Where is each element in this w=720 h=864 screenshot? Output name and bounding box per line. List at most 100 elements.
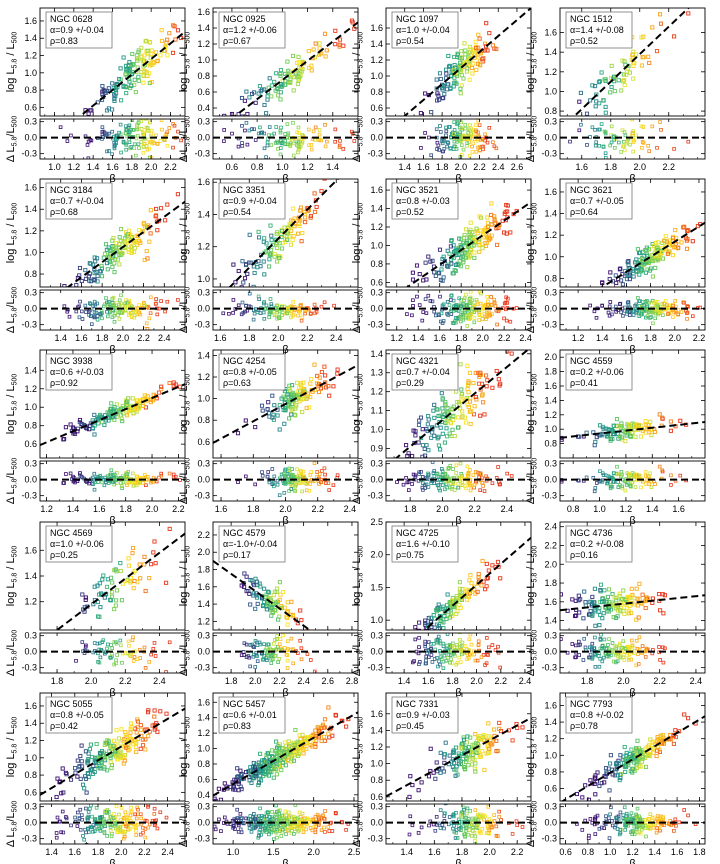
y-axis-label: log L5.8 / L500 (178, 374, 192, 435)
data-point (126, 68, 131, 73)
scatter-points (235, 362, 340, 436)
y-tick-label: 0.8 (544, 273, 557, 283)
residual-point (303, 311, 307, 316)
x-tick-label: 1.6 (214, 333, 227, 343)
data-point (253, 100, 258, 105)
residual-point (145, 475, 150, 479)
data-point (277, 241, 282, 246)
residual-point (468, 468, 472, 472)
residual-point (100, 132, 105, 137)
data-point (449, 238, 454, 244)
residual-point (471, 141, 475, 146)
residual-point (144, 321, 149, 326)
data-point (451, 68, 456, 73)
galaxy-name: NGC 4569 (50, 528, 93, 538)
rho-value: ρ=0.52 (570, 36, 598, 46)
residual-point (274, 637, 279, 641)
residual-point (669, 473, 673, 478)
data-point (407, 473, 410, 476)
data-point (90, 291, 93, 294)
residual-point (620, 486, 625, 491)
data-point (159, 387, 164, 392)
residual-point (447, 115, 450, 118)
data-point (279, 228, 285, 233)
residual-point (426, 485, 431, 489)
data-point (86, 111, 91, 116)
residual-point (420, 318, 425, 323)
data-point (410, 291, 413, 294)
residual-point (492, 297, 496, 302)
residual-point (117, 130, 121, 135)
residual-point (332, 303, 336, 308)
data-point (337, 37, 343, 42)
residual-point (605, 480, 610, 485)
data-point (100, 577, 105, 582)
galaxy-name: NGC 3521 (396, 185, 439, 195)
y-tick-label: 1.0 (544, 424, 557, 434)
data-point (112, 98, 117, 103)
data-point (601, 426, 606, 431)
residual-point (279, 472, 284, 477)
residual-point (98, 655, 103, 660)
residual-y-tick-label: 0.0 (370, 133, 383, 143)
data-point (470, 71, 475, 76)
data-point (239, 114, 245, 116)
data-point (297, 223, 302, 228)
data-point (438, 76, 443, 82)
residual-point (472, 320, 477, 325)
residual-point (255, 659, 260, 663)
data-point (83, 268, 88, 273)
data-point (143, 588, 148, 594)
residual-point (679, 310, 684, 314)
data-point (435, 436, 440, 441)
data-point (129, 63, 134, 68)
residual-y-tick-label: -0.3 (194, 320, 210, 330)
data-point (448, 244, 453, 249)
data-point (468, 421, 473, 427)
residual-point (286, 307, 290, 311)
residual-point (445, 311, 449, 316)
residual-point (248, 643, 253, 647)
data-point (307, 65, 312, 70)
data-point (553, 128, 556, 131)
data-point (159, 38, 165, 43)
residual-point (119, 293, 123, 298)
data-point (434, 77, 439, 82)
residual-point (462, 298, 466, 303)
residual-point (300, 489, 304, 494)
data-point (112, 607, 117, 612)
data-point (70, 425, 76, 430)
residual-point (164, 670, 168, 673)
y-tick-label: 1.2 (24, 597, 37, 607)
data-point (256, 91, 261, 96)
residual-point (141, 145, 146, 149)
residual-point (427, 135, 431, 140)
panel-ngc-4254: 1.6 1.8 2.0 2.2 2.40.60.81.01.21.4-0.30.00.3… (178, 349, 359, 527)
data-point (104, 261, 110, 266)
data-point (638, 250, 643, 255)
residual-point (598, 478, 603, 483)
data-point (484, 384, 489, 389)
residual-point (454, 131, 458, 136)
residual-point (135, 127, 140, 132)
residual-point (441, 302, 446, 307)
data-point (132, 246, 137, 251)
residual-point (160, 127, 164, 132)
x-tick-label: 1.8 (119, 504, 132, 514)
data-point (132, 249, 137, 254)
data-point (603, 77, 608, 82)
y-tick-label: 1.2 (370, 387, 383, 397)
residual-point (124, 147, 129, 152)
data-point (245, 111, 250, 116)
residual-point (307, 488, 311, 493)
data-point (112, 270, 117, 275)
residual-point (415, 294, 419, 299)
residual-point (112, 319, 117, 324)
residual-point (141, 150, 146, 155)
data-point (468, 573, 473, 578)
data-point (452, 434, 457, 439)
data-point (457, 236, 462, 241)
data-point (319, 51, 324, 56)
residual-point (494, 146, 499, 151)
data-point (269, 238, 274, 243)
